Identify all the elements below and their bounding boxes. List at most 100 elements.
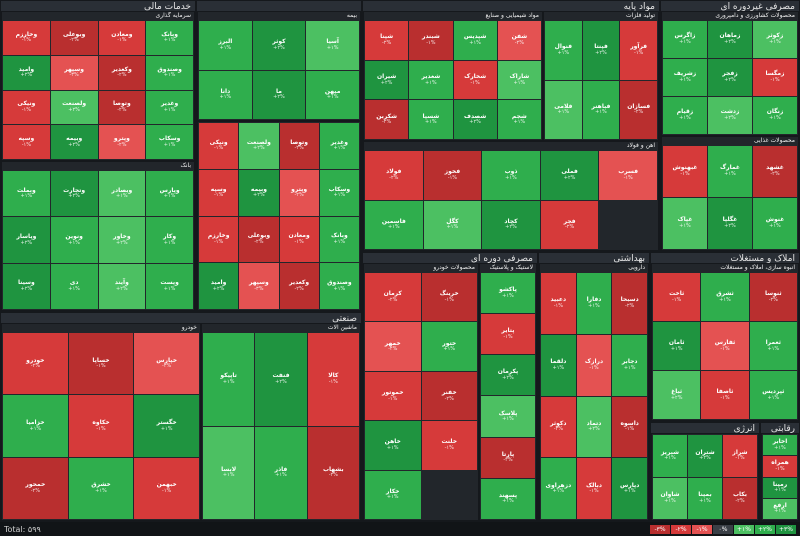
stock-tile[interactable]: خگستر +۱% bbox=[134, 395, 199, 457]
stock-tile[interactable]: دپارس +۱% bbox=[612, 458, 647, 519]
stock-tile[interactable]: میهن +۱% bbox=[306, 70, 359, 119]
stock-tile[interactable]: ولصنعت +۲% bbox=[50, 90, 98, 125]
stock-tile[interactable]: وپارس +۱% bbox=[146, 171, 193, 217]
stock-tile[interactable]: ختور +۱% bbox=[421, 322, 477, 371]
stock-tile[interactable]: وپاسار +۲% bbox=[3, 217, 50, 263]
stock-tile[interactable]: خلنت -۱% bbox=[421, 421, 477, 470]
sector-realestate[interactable]: املاک و مستغلات انبوه سازی، املاک و مستغل… bbox=[650, 252, 800, 422]
subsector[interactable]: سرمایه گذاری وخارزم -۱% وبوعلی -۲% ومعادن -۱% و… bbox=[1, 11, 195, 161]
stock-tile[interactable]: غمارگ +۱% bbox=[708, 146, 752, 197]
subsector[interactable]: شبریز +۱% شتران +۲% شراز -۱% شاوان +۱% بمپنا +۱% ب… bbox=[651, 433, 759, 521]
stock-tile[interactable]: ارفع +۱% bbox=[763, 498, 797, 519]
stock-tile[interactable]: ثفارس -۱% bbox=[701, 322, 749, 370]
stock-tile[interactable]: غشهد -۲% bbox=[753, 146, 797, 197]
stock-tile[interactable]: زاگرس +۱% bbox=[663, 21, 707, 58]
stock-tile[interactable]: خرینگ -۱% bbox=[421, 273, 477, 322]
stock-tile[interactable]: وپترو -۲% bbox=[98, 125, 146, 159]
stock-tile[interactable]: غبهنوش -۱% bbox=[663, 146, 707, 197]
stock-tile[interactable]: درازک -۱% bbox=[576, 334, 612, 396]
sector-financial[interactable]: خدمات مالی سرمایه گذاری وخارزم -۱% وبوعلی -۲%… bbox=[0, 0, 196, 312]
subsector[interactable]: بانک وبملت +۱% وتجارت +۲% وبصادر +۱% وپارس +۱% وپ… bbox=[1, 161, 195, 311]
stock-tile[interactable]: وبیمه +۲% bbox=[50, 125, 98, 159]
stock-tile[interactable]: فرآور -۱% bbox=[620, 21, 657, 80]
stock-tile[interactable]: خساپا -۱% bbox=[68, 333, 134, 395]
stock-tile[interactable]: شیران +۲% bbox=[365, 60, 409, 100]
stock-tile[interactable]: فملی +۲% bbox=[540, 151, 599, 200]
stock-tile[interactable]: وبملت +۱% bbox=[3, 171, 50, 217]
stock-tile[interactable]: زشریف +۱% bbox=[663, 59, 707, 96]
stock-tile[interactable]: کگل +۱% bbox=[423, 200, 482, 249]
stock-tile[interactable]: زماهان +۲% bbox=[708, 21, 752, 58]
stock-tile[interactable]: وبوعلی -۲% bbox=[50, 21, 98, 55]
subsector[interactable]: ماشین آلات تاپیکو +۱% فنفت +۲% کالا -۱% لابسا +۱… bbox=[201, 323, 361, 521]
stock-tile[interactable]: وغدیر +۱% bbox=[146, 90, 193, 125]
subsector[interactable]: محصولات غذایی غبهنوش -۱% غمارگ +۱% غشهد -۲% غپا… bbox=[661, 136, 799, 251]
stock-tile[interactable]: ثنوسا -۲% bbox=[749, 273, 797, 321]
stock-tile[interactable]: شبریز +۱% bbox=[653, 435, 687, 477]
stock-tile[interactable]: خزامیا +۱% bbox=[3, 395, 68, 457]
subsector[interactable]: ونیکی -۱% ولصنعت +۲% وتوصا -۲% وغدیر +۱% وسپه -۱%… bbox=[197, 121, 361, 311]
stock-tile[interactable]: شسپا +۱% bbox=[409, 100, 453, 139]
stock-tile[interactable]: غپاک +۱% bbox=[663, 198, 707, 249]
stock-tile[interactable]: شاوان +۱% bbox=[653, 477, 687, 519]
stock-tile[interactable]: دفارا +۱% bbox=[576, 273, 612, 334]
subsector[interactable]: اخابر +۱% همراه -۱% رمپنا +۱% ارفع +۱% bbox=[761, 433, 799, 521]
stock-tile[interactable]: فاذر +۱% bbox=[255, 426, 307, 519]
stock-tile[interactable]: وسینا +۲% bbox=[3, 263, 50, 309]
stock-tile[interactable]: ومعادن -۱% bbox=[98, 21, 146, 55]
stock-tile[interactable]: رمپنا +۱% bbox=[763, 477, 797, 498]
stock-tile[interactable]: ثپردیس +۱% bbox=[749, 371, 797, 419]
subsector[interactable]: آهن و فولاد فولاد -۲% فخوز -۱% ذوب +۱% فملی +۲% ف… bbox=[363, 141, 659, 251]
stock-tile[interactable]: خمهر -۲% bbox=[365, 322, 421, 371]
subsector[interactable]: تولید فلزات فنوال +۱% فپنتا +۲% فرآور -۱% فلامی… bbox=[543, 11, 659, 141]
stock-tile[interactable]: شصدف +۲% bbox=[453, 100, 497, 139]
stock-tile[interactable]: کرمان -۲% bbox=[365, 273, 421, 322]
stock-tile[interactable]: ذوب +۱% bbox=[482, 151, 540, 200]
stock-tile[interactable]: وصندوق +۱% bbox=[146, 55, 193, 90]
sector-industrial[interactable]: صنعتی خودرو خودرو -۲% خساپا -۱% خپارس -۲% خزامیا… bbox=[0, 312, 362, 522]
stock-tile[interactable]: وسپهر -۳% bbox=[50, 55, 98, 90]
stock-tile[interactable]: وبوعلی -۲% bbox=[239, 216, 279, 263]
stock-tile[interactable]: وامید +۲% bbox=[3, 55, 50, 90]
stock-tile[interactable]: البرز +۱% bbox=[199, 21, 252, 70]
stock-tile[interactable]: لابسا +۱% bbox=[203, 426, 255, 519]
stock-tile[interactable]: وآیند +۲% bbox=[98, 263, 146, 309]
stock-tile[interactable]: زکوثر +۱% bbox=[753, 21, 797, 58]
stock-tile[interactable]: دبالک -۱% bbox=[576, 458, 612, 519]
stock-tile[interactable]: دزهراوی +۱% bbox=[541, 458, 576, 519]
stock-tile[interactable]: شپدیس +۱% bbox=[453, 21, 497, 60]
stock-tile[interactable]: ثاخت -۱% bbox=[653, 273, 701, 321]
stock-tile[interactable]: خمحور -۲% bbox=[3, 457, 68, 519]
stock-tile[interactable]: فسرب -۱% bbox=[599, 151, 657, 200]
stock-tile[interactable]: وبانک +۱% bbox=[319, 216, 359, 263]
stock-tile[interactable]: دی +۱% bbox=[50, 263, 98, 309]
subsector[interactable]: لاستیک و پلاستیک پاکشو +۱% پتایر -۱% پکرمان +۲… bbox=[479, 263, 537, 521]
stock-tile[interactable]: شغدیر +۱% bbox=[409, 60, 453, 100]
stock-tile[interactable]: شفن -۲% bbox=[497, 21, 541, 60]
stock-tile[interactable]: فنفت +۲% bbox=[255, 333, 307, 426]
stock-tile[interactable]: پارتا -۲% bbox=[481, 437, 535, 478]
stock-tile[interactable]: زنگان +۱% bbox=[753, 97, 797, 134]
stock-tile[interactable]: فولاد -۲% bbox=[365, 151, 423, 200]
stock-tile[interactable]: ومعادن -۱% bbox=[279, 216, 319, 263]
stock-tile[interactable]: اخابر +۱% bbox=[763, 435, 797, 456]
stock-tile[interactable]: فجر -۲% bbox=[540, 200, 599, 249]
stock-tile[interactable]: وصندوق +۱% bbox=[319, 263, 359, 309]
stock-tile[interactable]: خفنر -۲% bbox=[421, 371, 477, 421]
stock-tile[interactable]: غنوش +۱% bbox=[753, 198, 797, 249]
stock-tile[interactable]: شکربن -۲% bbox=[365, 100, 409, 139]
stock-tile[interactable]: وکغدیر -۲% bbox=[98, 55, 146, 90]
stock-tile[interactable]: آسیا +۱% bbox=[306, 21, 359, 70]
stock-tile[interactable]: وبانک +۱% bbox=[146, 21, 193, 55]
stock-tile[interactable]: پلاسک +۱% bbox=[481, 396, 535, 437]
stock-tile[interactable]: فنوال +۱% bbox=[545, 21, 582, 80]
stock-tile[interactable]: وامید +۲% bbox=[199, 263, 239, 309]
stock-tile[interactable]: بشهاب -۲% bbox=[307, 426, 359, 519]
stock-tile[interactable]: خبهمن -۱% bbox=[134, 457, 199, 519]
stock-tile[interactable]: ثشرق +۱% bbox=[701, 273, 749, 321]
stock-tile[interactable]: همراه -۱% bbox=[763, 456, 797, 477]
stock-tile[interactable]: دسبحا -۲% bbox=[612, 273, 647, 334]
stock-tile[interactable]: دجابر +۱% bbox=[612, 334, 647, 396]
stock-tile[interactable]: خموتور -۱% bbox=[365, 371, 421, 421]
sector-materials[interactable]: مواد پایه مواد شیمیایی و صنایع شپنا -۲% شبند… bbox=[362, 0, 660, 252]
